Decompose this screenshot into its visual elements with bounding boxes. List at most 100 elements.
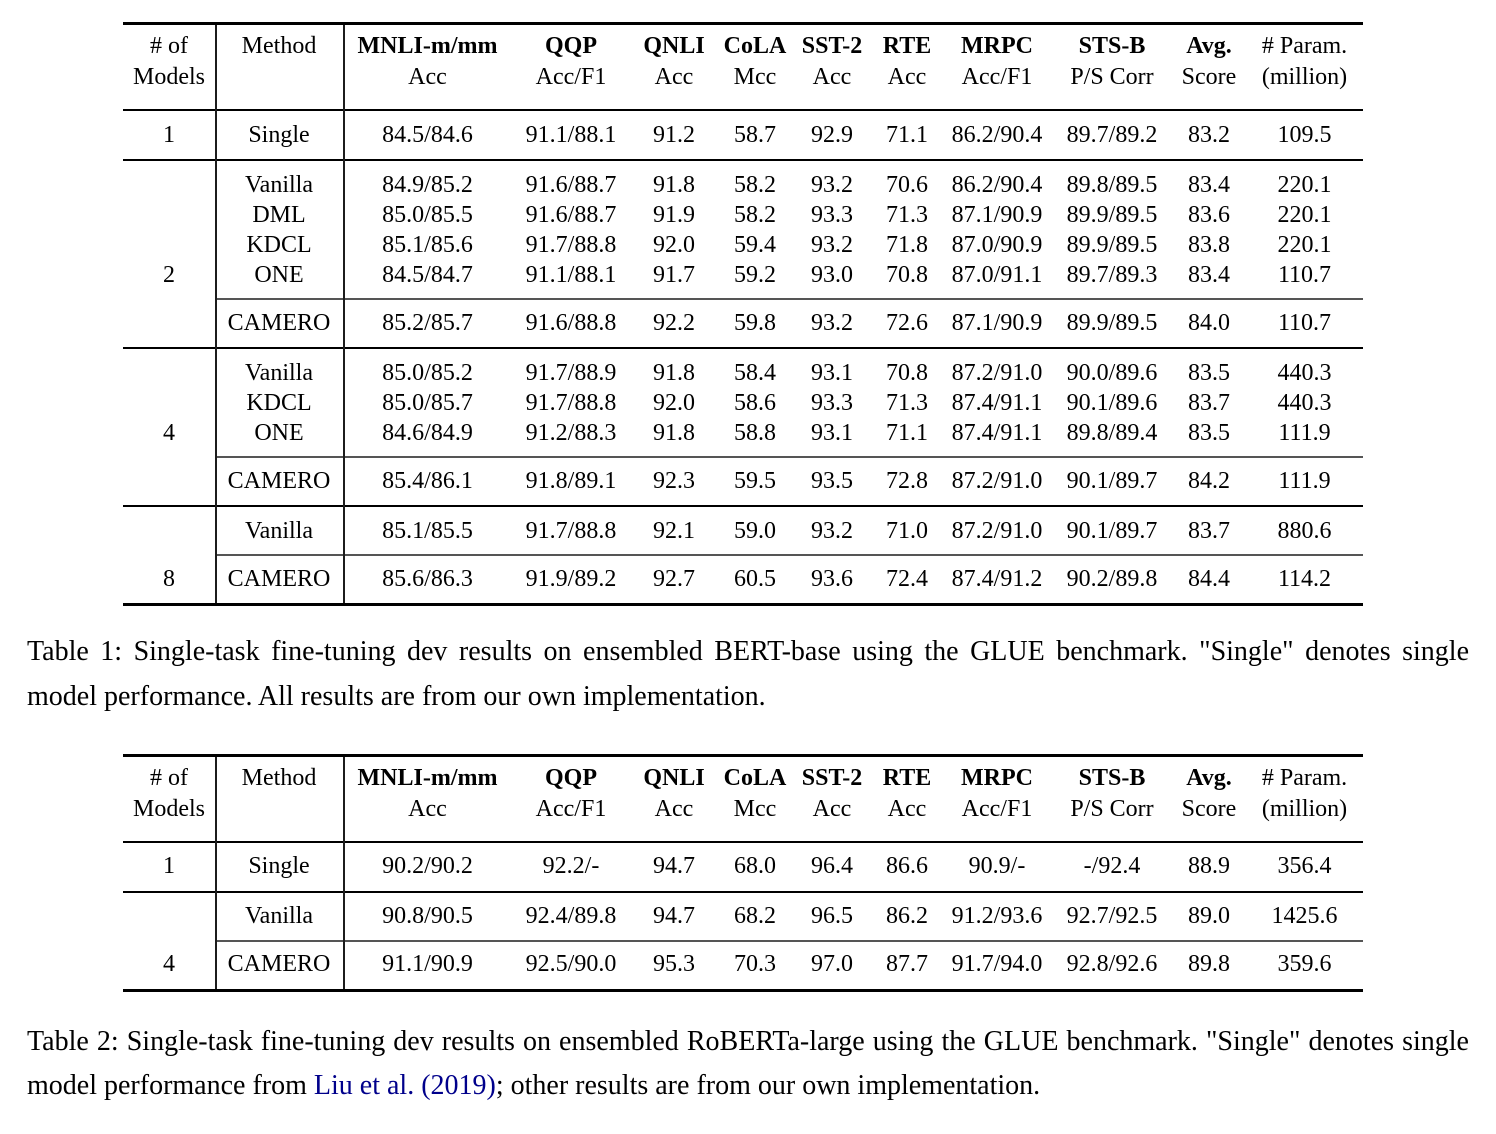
value-cell: 90.1/89.6 [1066,389,1158,416]
value-cell: 91.2 [653,121,695,148]
row-separator-rule [123,109,1363,111]
value-cell: 72.8 [886,467,928,494]
value-cell: 93.0 [811,261,853,288]
value-cell: 91.1/88.1 [525,261,617,288]
value-cell: 92.3 [653,467,695,494]
value-cell: 96.4 [811,853,853,880]
value-cell: 83.4 [1188,171,1230,198]
table-row: CAMERO 85.2/85.7 91.6/88.8 92.2 59.8 93.2 72.6… [123,308,1363,338]
value-cell: 92.0 [653,231,695,258]
value-cell: 84.4 [1188,565,1230,592]
value-cell: 109.5 [1277,121,1332,148]
header-label: MNLI-m/mm [357,764,498,791]
value-cell: 71.1 [886,419,928,446]
table-2-caption-text: Table 2: Single-task fine-tuning dev res… [27,1025,1469,1102]
table-row: Vanilla 90.8/90.5 92.4/89.8 94.7 68.2 96.5 86.… [123,902,1363,932]
value-cell: -/92.4 [1083,853,1141,880]
value-cell: 83.2 [1188,121,1230,148]
table-top-rule [123,22,1363,25]
column-rule-left [215,756,217,989]
header-cell: # Param. (million) [1246,31,1363,93]
value-cell: 58.7 [734,121,776,148]
value-cell: 89.9/89.5 [1066,201,1158,228]
header-sublabel: Models [133,795,205,822]
column-rule-right [343,756,345,989]
value-cell: 87.1/90.9 [951,201,1043,228]
group-separator-rule [215,554,1363,556]
table-row: 8 CAMERO 85.6/86.3 91.9/89.2 92.7 60.5 93.6 72.… [123,564,1363,594]
value-cell: 86.2/90.4 [951,121,1043,148]
row-separator-rule [123,840,1363,843]
header-cell: Avg. Score [1172,31,1246,93]
header-sublabel: Acc [812,64,852,90]
header-sublabel: Acc [408,64,447,90]
value-cell: 111.9 [1278,419,1331,446]
value-cell: 92.8/92.6 [1066,951,1158,978]
header-sublabel: Score [1181,64,1237,90]
value-cell: 85.1/85.6 [382,231,473,258]
value-cell: 359.6 [1277,951,1332,978]
header-sublabel: Score [1181,795,1237,822]
value-cell: 91.7/94.0 [951,951,1043,978]
method-cell: KDCL [246,231,312,258]
num-models-cell: 4 [163,419,175,446]
table-1-caption-text: Table 1: Single-task fine-tuning dev res… [27,636,1469,712]
num-models-cell: 8 [163,565,175,592]
value-cell: 91.7/88.8 [525,517,617,544]
value-cell: 85.1/85.5 [382,517,473,544]
value-cell: 71.8 [886,231,928,258]
value-cell: 90.8/90.5 [382,903,473,930]
method-cell: Single [248,853,310,880]
header-cell: MRPC Acc/F1 [942,31,1052,93]
value-cell: 91.9/89.2 [525,565,617,592]
value-cell: 440.3 [1277,359,1332,386]
value-cell: 58.6 [734,389,776,416]
header-cell: STS-B P/S Corr [1052,763,1172,825]
header-label: QNLI [643,33,705,59]
header-label: SST-2 [801,764,863,791]
header-cell: # of Models [123,31,215,93]
value-cell: 58.2 [734,171,776,198]
value-cell: 59.5 [734,467,776,494]
method-cell: CAMERO [227,951,331,978]
value-cell: 89.7/89.2 [1066,121,1158,148]
value-cell: 93.1 [811,359,853,386]
value-cell: 89.8/89.5 [1066,171,1158,198]
header-cell: QQP Acc/F1 [512,31,630,93]
value-cell: 92.9 [811,121,853,148]
value-cell: 59.8 [734,309,776,336]
value-cell: 93.2 [811,517,853,544]
header-label: # of [150,764,188,791]
value-cell: 89.7/89.3 [1066,261,1158,288]
header-label: MRPC [961,764,1033,791]
value-cell: 93.2 [811,309,853,336]
value-cell: 58.4 [734,359,776,386]
header-sublabel: Acc/F1 [535,795,607,822]
header-label: CoLA [723,764,787,791]
value-cell: 83.5 [1188,359,1230,386]
column-rule-right [343,25,345,603]
value-cell: 84.0 [1188,309,1230,336]
header-sublabel: Acc [887,795,927,822]
table-row: 1 Single 90.2/90.2 92.2/- 94.7 68.0 96.4 86.6 90… [123,852,1363,882]
group-separator-rule [215,939,1363,942]
header-cell: SST-2 Acc [792,31,872,93]
value-cell: 87.0/90.9 [951,231,1043,258]
value-cell: 93.1 [811,419,853,446]
header-label: MRPC [961,33,1033,59]
table-row: Vanilla 85.0/85.2 91.7/88.9 91.8 58.4 93.1 70.… [123,358,1363,388]
citation-link-liu-2019[interactable]: Liu et al. (2019) [313,1070,496,1102]
group-separator-rule [215,298,1363,300]
value-cell: 92.7/92.5 [1066,903,1158,930]
value-cell: 88.9 [1188,853,1230,880]
value-cell: 91.7 [653,261,695,288]
value-cell: 91.1/90.9 [382,951,473,978]
header-sublabel: Acc [654,64,694,90]
value-cell: 70.8 [886,261,928,288]
header-cell: # of Models [123,763,215,825]
value-cell: 87.4/91.1 [951,419,1043,446]
header-sublabel: Acc [887,64,927,90]
method-cell: CAMERO [227,467,331,494]
column-rule-left [215,25,217,603]
table-top-rule [123,753,1363,757]
